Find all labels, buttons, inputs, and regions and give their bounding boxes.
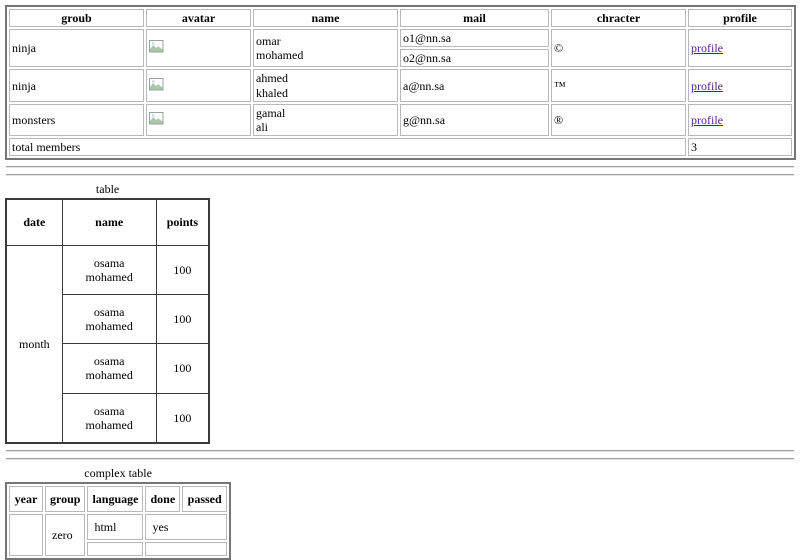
header-group: group bbox=[45, 485, 86, 513]
member-mail-1: g@nn.sa bbox=[400, 103, 549, 137]
member-profile-cell: profile bbox=[688, 69, 792, 102]
member-group: monsters bbox=[9, 103, 144, 137]
horizontal-rule bbox=[6, 457, 794, 460]
member-profile-cell: profile bbox=[688, 103, 792, 137]
header-avatar: avatar bbox=[146, 9, 251, 28]
member-name: ahmed khaled bbox=[253, 69, 398, 102]
header-mail: mail bbox=[400, 9, 549, 28]
total-members-value: 3 bbox=[688, 138, 792, 157]
points-header-row: date name points bbox=[5, 198, 210, 246]
points-row: osama mohamed 100 bbox=[6, 392, 210, 444]
member-character: © bbox=[551, 29, 686, 68]
header-chracter: chracter bbox=[551, 9, 686, 28]
member-mail-2: o2@nn.sa bbox=[400, 49, 549, 68]
points-name: osama mohamed bbox=[61, 343, 157, 394]
broken-image-icon bbox=[149, 40, 164, 56]
points-row: osama mohamed 100 bbox=[6, 293, 210, 345]
complex-done-cell bbox=[145, 542, 228, 557]
points-name: osama mohamed bbox=[61, 244, 157, 295]
points-value: 100 bbox=[155, 392, 210, 444]
complex-header-row: year group language done passed bbox=[9, 485, 228, 513]
member-row-mail2: o2@nn.sa bbox=[9, 49, 792, 68]
horizontal-rule bbox=[6, 449, 794, 452]
member-character: ™ bbox=[551, 69, 686, 102]
member-avatar-cell bbox=[146, 69, 251, 102]
members-header-row: groub avatar name mail chracter profile bbox=[9, 9, 792, 28]
horizontal-rule bbox=[6, 166, 794, 169]
broken-image-icon bbox=[149, 111, 164, 128]
header-date: date bbox=[5, 198, 63, 246]
members-footer-row: total members 3 bbox=[9, 138, 792, 157]
member-avatar-cell bbox=[146, 103, 251, 137]
member-mail-1: o1@nn.sa bbox=[400, 29, 549, 48]
header-passed: passed bbox=[182, 485, 228, 513]
horizontal-rule bbox=[6, 174, 794, 177]
points-value: 100 bbox=[155, 293, 210, 345]
complex-row: zero html yes bbox=[9, 514, 228, 557]
member-group: ninja bbox=[9, 69, 144, 102]
points-row: osama mohamed 100 bbox=[6, 343, 210, 394]
member-group: ninja bbox=[9, 29, 144, 68]
points-value: 100 bbox=[155, 343, 210, 394]
header-groub: groub bbox=[9, 9, 144, 28]
points-name: osama mohamed bbox=[61, 293, 157, 345]
points-date-cell: month bbox=[5, 244, 63, 444]
points-table-caption: table bbox=[95, 182, 120, 197]
points-row: month osama mohamed 100 bbox=[5, 244, 210, 444]
member-mail-1: a@nn.sa bbox=[400, 69, 549, 102]
complex-done-cell: yes bbox=[145, 514, 228, 541]
header-name: name bbox=[253, 9, 398, 28]
profile-link[interactable]: profile bbox=[691, 78, 723, 93]
points-table: table date name points month osama moham… bbox=[5, 182, 211, 444]
total-members-label: total members bbox=[9, 138, 686, 157]
member-name: omar mohamed bbox=[253, 29, 398, 68]
points-value: 100 bbox=[155, 244, 210, 295]
member-row: ninja ahmed khaled a@nn.sa ™ profile bbox=[9, 69, 792, 102]
header-profile: profile bbox=[688, 9, 792, 28]
header-language: language bbox=[87, 485, 144, 513]
points-name: osama mohamed bbox=[61, 392, 157, 444]
member-avatar-cell bbox=[146, 29, 251, 68]
broken-image-icon bbox=[149, 77, 164, 94]
members-table: groub avatar name mail chracter profile … bbox=[5, 5, 796, 161]
complex-language-cell bbox=[87, 542, 144, 557]
member-character: ® bbox=[551, 103, 686, 137]
complex-year-cell bbox=[9, 514, 43, 557]
member-row: ninja omar mohamed o1@nn.sa © profile bbox=[9, 29, 792, 68]
member-name: gamal ali bbox=[253, 103, 398, 137]
profile-link[interactable]: profile bbox=[691, 112, 723, 127]
complex-group-cell: zero bbox=[45, 514, 86, 557]
header-year: year bbox=[9, 485, 43, 513]
header-name: name bbox=[61, 198, 157, 246]
complex-language-cell: html bbox=[87, 514, 144, 541]
complex-table: complex table year group language done p… bbox=[5, 465, 232, 560]
member-profile-cell: profile bbox=[688, 29, 792, 68]
header-points: points bbox=[155, 198, 210, 246]
complex-table-caption: complex table bbox=[84, 465, 152, 480]
header-done: done bbox=[145, 485, 181, 513]
member-row: monsters gamal ali g@nn.sa ® profile bbox=[9, 103, 792, 137]
profile-link[interactable]: profile bbox=[691, 41, 723, 56]
